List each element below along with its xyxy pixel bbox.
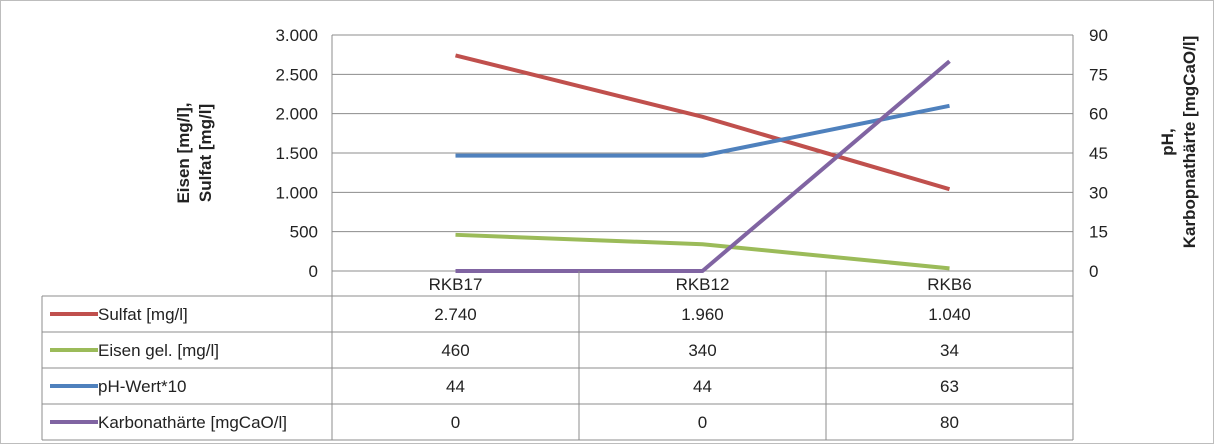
- y-left-tick-label: 0: [309, 262, 318, 281]
- y-left-tick-label: 500: [290, 223, 318, 242]
- data-label: 0: [451, 413, 460, 432]
- y-right-tick-label: 90: [1089, 26, 1108, 45]
- data-label: 80: [940, 413, 959, 432]
- data-label: 1.960: [681, 305, 724, 324]
- y-right-tick-label: 15: [1089, 223, 1108, 242]
- category-label: RKB6: [927, 275, 971, 294]
- y-right-axis-title: Karbopnathärte [mgCaO/l]: [1180, 36, 1199, 249]
- data-label: 34: [940, 341, 959, 360]
- y-right-tick-label: 0: [1089, 262, 1098, 281]
- y-left-tick-label: 1.000: [275, 183, 318, 202]
- data-label: 63: [940, 377, 959, 396]
- legend-label: Sulfat [mg/l]: [98, 305, 188, 324]
- data-label: 460: [441, 341, 469, 360]
- y-left-tick-label: 2.500: [275, 65, 318, 84]
- y-left-tick-label: 3.000: [275, 26, 318, 45]
- y-right-tick-label: 75: [1089, 65, 1108, 84]
- data-label: 0: [698, 413, 707, 432]
- y-left-tick-label: 1.500: [275, 144, 318, 163]
- data-label: 44: [693, 377, 712, 396]
- y-right-tick-label: 30: [1089, 183, 1108, 202]
- data-label: 340: [688, 341, 716, 360]
- data-label: 1.040: [928, 305, 971, 324]
- data-label: 2.740: [434, 305, 477, 324]
- legend-label: Karbonathärte [mgCaO/l]: [98, 413, 287, 432]
- y-right-tick-label: 60: [1089, 105, 1108, 124]
- y-right-tick-label: 45: [1089, 144, 1108, 163]
- y-left-tick-label: 2.000: [275, 105, 318, 124]
- y-left-axis-title: Eisen [mg/l],: [174, 102, 193, 203]
- category-label: RKB17: [429, 275, 483, 294]
- data-label: 44: [446, 377, 465, 396]
- legend-label: pH-Wert*10: [98, 377, 187, 396]
- category-label: RKB12: [676, 275, 730, 294]
- y-right-axis-title: pH,: [1158, 128, 1177, 155]
- y-left-axis-title: Sulfat [mg/l]: [196, 104, 215, 202]
- legend-label: Eisen gel. [mg/l]: [98, 341, 219, 360]
